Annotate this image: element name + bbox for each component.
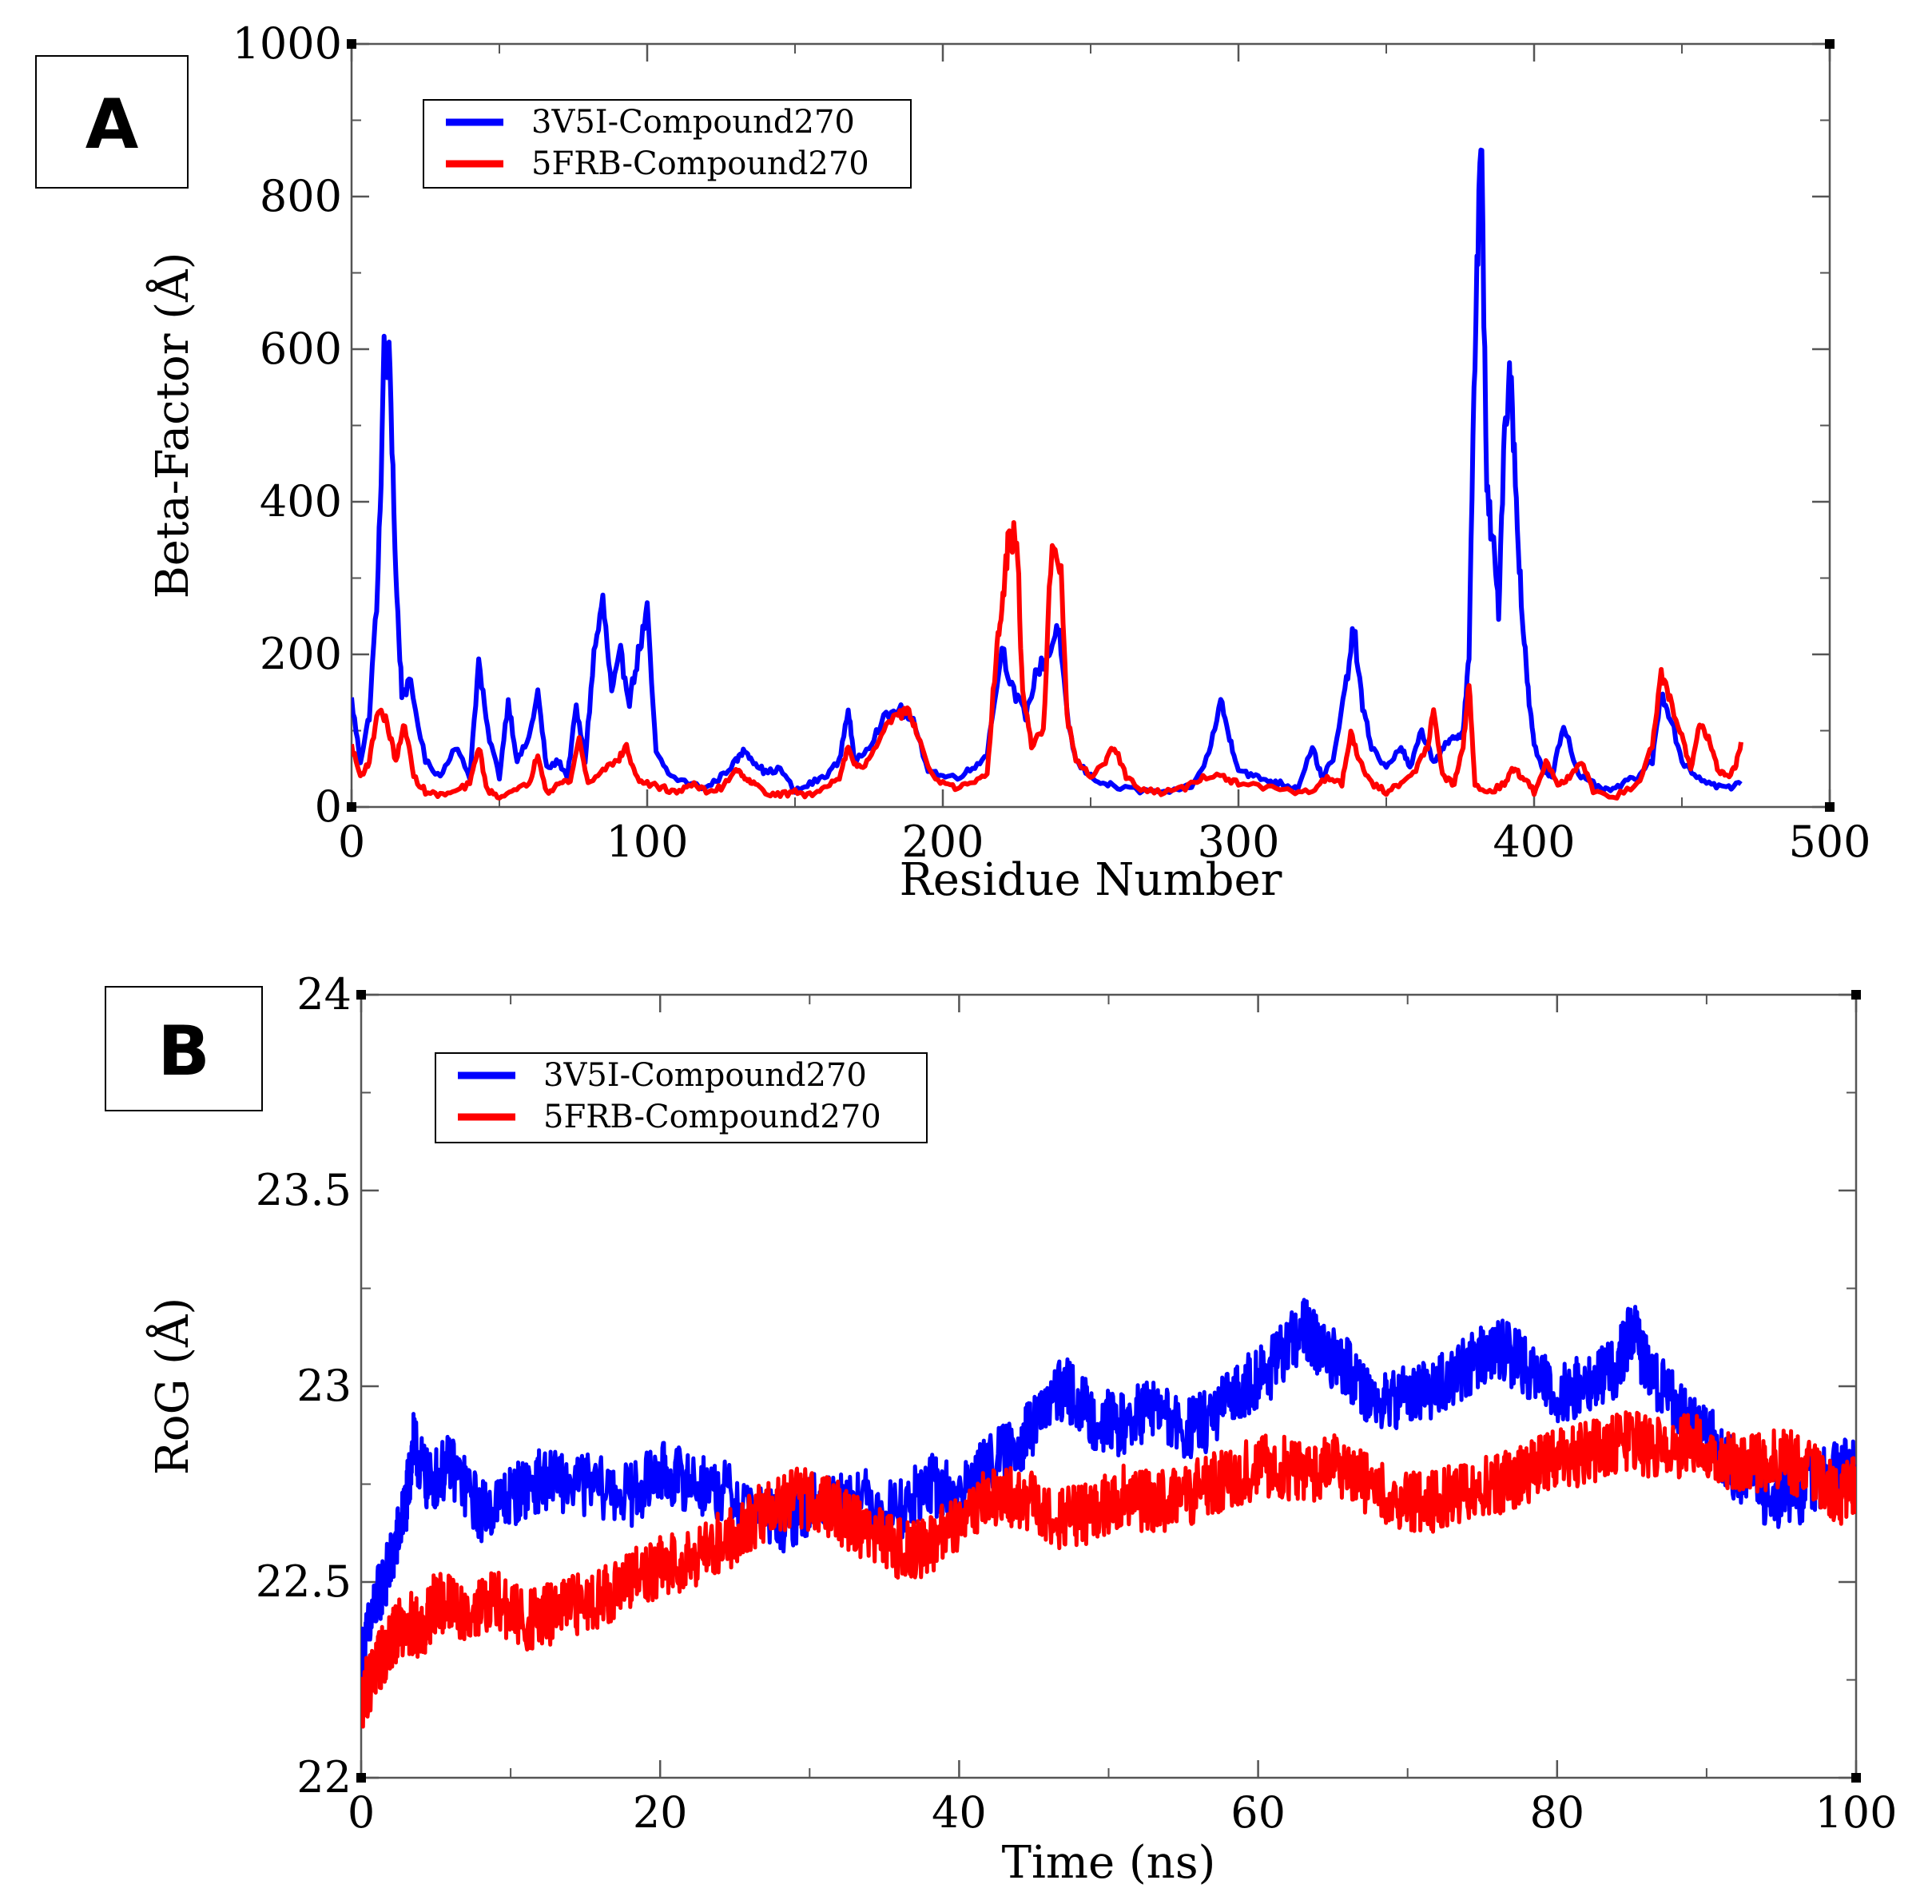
chart-b-corner-marker [1851, 990, 1861, 1000]
chart-a-series-3v5i-compound270 [352, 147, 1743, 796]
panel-b-label-box [105, 986, 263, 1111]
chart-a-x-tick-label: 300 [1197, 817, 1279, 867]
chart-a-y-tick-label: 600 [260, 324, 342, 374]
chart-b-series-3v5i-compound270 [361, 1298, 1856, 1692]
chart-b-radius-of-gyration: 0 20 40 60 80 100 22 22.5 23 23.5 24 Time (ns) RoG (… [145, 969, 1898, 1889]
panel-a-label-box [35, 55, 189, 189]
panel-a-label: A [35, 55, 189, 189]
chart-a-y-tick-label: 200 [260, 629, 342, 679]
chart-b-corner-marker [356, 990, 366, 1000]
chart-a-legend: 3V5I-Compound270 5FRB-Compound270 [423, 99, 912, 189]
chart-b-x-tick-label: 60 [1230, 1787, 1286, 1838]
chart-a-y-tick-label: 1000 [233, 18, 342, 69]
panel-b-label: B [105, 986, 263, 1111]
chart-b-legend-label: 5FRB-Compound270 [543, 1099, 881, 1135]
chart-a-legend-label: 5FRB-Compound270 [531, 145, 869, 182]
chart-b-legend-box [435, 1052, 928, 1143]
panel-b-letter: B [157, 1012, 210, 1091]
chart-a-legend-label: 3V5I-Compound270 [531, 104, 855, 141]
chart-b-x-tick-label: 0 [348, 1787, 375, 1838]
chart-a-x-tick-label: 100 [606, 817, 688, 867]
chart-b-series-5frb-compound270 [361, 1410, 1856, 1729]
chart-b-x-tick-label: 100 [1815, 1787, 1897, 1838]
chart-a-series-5frb-compound270 [352, 520, 1743, 801]
chart-a-corner-marker [1825, 802, 1835, 812]
chart-a-x-tick-label: 0 [338, 817, 365, 867]
chart-b-corner-marker [356, 1773, 366, 1783]
chart-b-y-tick-label: 23.5 [256, 1165, 352, 1215]
chart-a-corner-marker [347, 802, 356, 812]
chart-a-corner-marker [347, 39, 356, 49]
chart-a-x-axis-title: Residue Number [900, 854, 1282, 906]
chart-b-corner-marker [1851, 1773, 1861, 1783]
chart-b-y-tick-label: 22 [296, 1752, 352, 1803]
chart-b-x-axis-title: Time (ns) [1002, 1837, 1216, 1889]
chart-b-x-tick-label: 40 [932, 1787, 987, 1838]
chart-b-x-tick-label: 20 [633, 1787, 688, 1838]
chart-a-x-tick-label: 500 [1788, 817, 1870, 867]
chart-a-corner-marker [1825, 39, 1835, 49]
chart-a-beta-factor: 0 100 200 300 400 500 0 200 400 600 800 1000 Residue… [145, 18, 1871, 906]
chart-b-y-tick-label: 23 [296, 1361, 352, 1411]
chart-a-y-tick-label: 0 [315, 781, 342, 832]
chart-b-legend: 3V5I-Compound270 5FRB-Compound270 [435, 1052, 928, 1143]
chart-b-y-tick-label: 22.5 [256, 1556, 352, 1607]
chart-a-y-tick-label: 400 [260, 476, 342, 527]
chart-b-y-tick-label: 24 [296, 969, 352, 1020]
chart-b-x-tick-label: 80 [1529, 1787, 1584, 1838]
chart-b-y-axis-title: RoG (Å) [145, 1298, 199, 1476]
chart-b-legend-label: 3V5I-Compound270 [543, 1057, 867, 1094]
chart-a-y-axis-title: Beta-Factor (Å) [145, 252, 199, 599]
chart-a-x-tick-label: 200 [901, 817, 984, 867]
chart-a-legend-box [423, 99, 912, 189]
chart-a-y-tick-label: 800 [260, 171, 342, 221]
panel-a-letter: A [85, 85, 139, 165]
chart-a-x-tick-label: 400 [1493, 817, 1575, 867]
